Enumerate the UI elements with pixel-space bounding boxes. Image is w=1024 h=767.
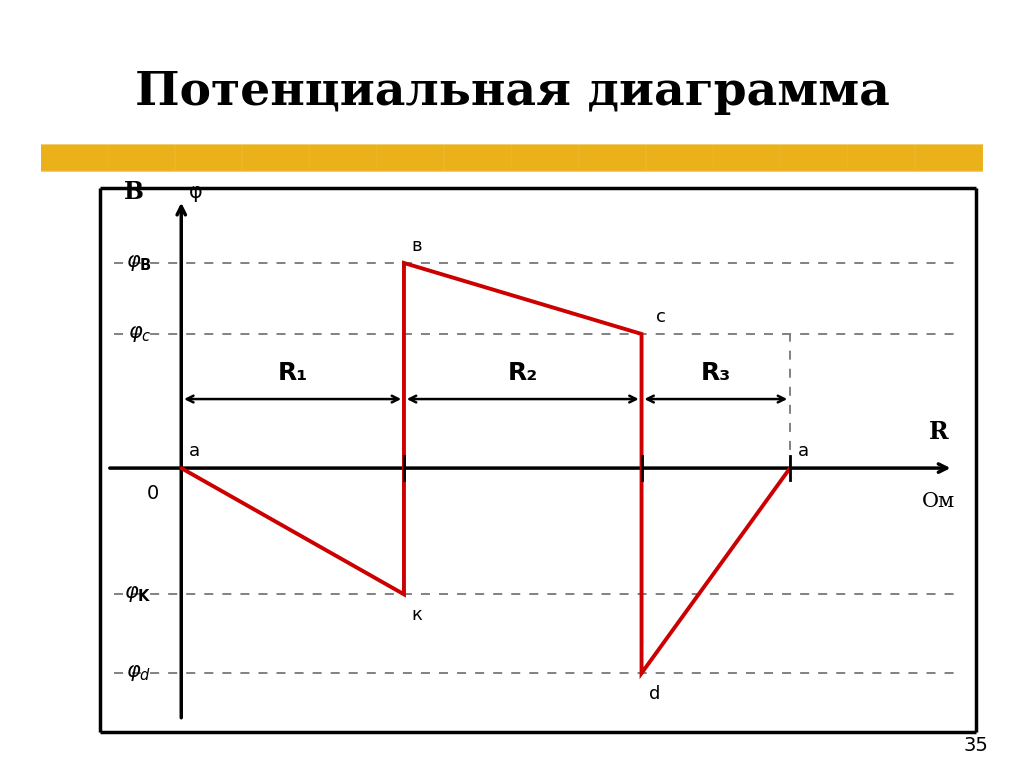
Bar: [646, 145, 713, 170]
Bar: [109, 145, 174, 170]
Text: R₂: R₂: [508, 361, 538, 385]
Text: d: d: [649, 685, 660, 703]
Text: с: с: [656, 308, 667, 326]
Text: Ом: Ом: [922, 492, 955, 511]
Bar: [983, 145, 1024, 170]
Text: Потенциальная диаграмма: Потенциальная диаграмма: [134, 69, 890, 115]
Text: 35: 35: [964, 736, 988, 755]
Bar: [41, 145, 106, 170]
FancyBboxPatch shape: [23, 144, 1001, 172]
Bar: [781, 145, 847, 170]
Bar: [915, 145, 982, 170]
Text: 0: 0: [146, 484, 159, 503]
Bar: [243, 145, 309, 170]
Bar: [512, 145, 578, 170]
Text: B: B: [124, 180, 144, 204]
Text: R₃: R₃: [700, 361, 731, 385]
Text: к: к: [412, 606, 422, 624]
Bar: [378, 145, 443, 170]
Bar: [175, 145, 242, 170]
Text: R: R: [929, 420, 948, 444]
Text: $\varphi_d$: $\varphi_d$: [126, 663, 152, 683]
Text: φ: φ: [188, 182, 203, 202]
Text: а: а: [188, 443, 200, 460]
Text: $\varphi_c$: $\varphi_c$: [128, 324, 152, 344]
Text: $\varphi_\mathbf{K}$: $\varphi_\mathbf{K}$: [124, 584, 152, 604]
Text: а: а: [798, 443, 809, 460]
Bar: [714, 145, 780, 170]
Bar: [310, 145, 376, 170]
Text: в: в: [412, 237, 422, 255]
Bar: [580, 145, 645, 170]
Text: $\varphi_\mathbf{B}$: $\varphi_\mathbf{B}$: [126, 253, 152, 273]
Bar: [849, 145, 914, 170]
Text: R₁: R₁: [278, 361, 308, 385]
Bar: [444, 145, 511, 170]
